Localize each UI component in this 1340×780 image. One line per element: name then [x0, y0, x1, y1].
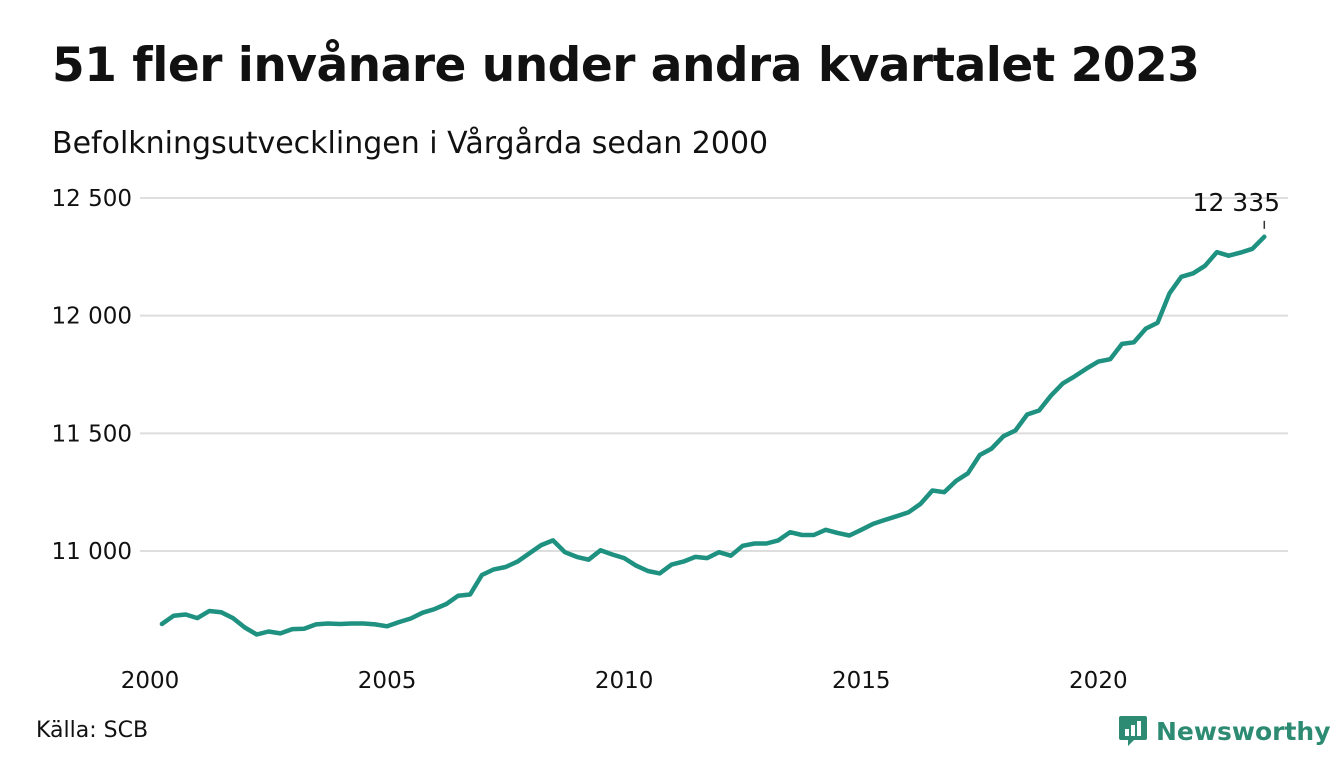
- x-tick-label: 2000: [121, 668, 180, 694]
- source-note: Källa: SCB: [36, 718, 149, 743]
- brand-name: Newsworthy: [1156, 716, 1331, 746]
- newsworthy-logo-icon: [1119, 716, 1147, 746]
- end-value-label: 12 335: [1193, 188, 1280, 217]
- chart-title: 51 fler invånare under andra kvartalet 2…: [52, 38, 1200, 93]
- y-tick-label: 12 000: [52, 304, 132, 330]
- x-tick-label: 2005: [358, 668, 417, 694]
- y-tick-label: 11 500: [52, 421, 132, 447]
- y-tick-label: 12 500: [52, 186, 132, 212]
- x-tick-label: 2020: [1069, 668, 1128, 694]
- brand-logo: Newsworthy: [1118, 714, 1331, 748]
- series-line: [159, 234, 1267, 637]
- x-tick-label: 2015: [832, 668, 891, 694]
- chart-subtitle: Befolkningsutvecklingen i Vårgårda sedan…: [52, 126, 769, 161]
- y-tick-label: 11 000: [52, 539, 132, 565]
- x-tick-label: 2010: [595, 668, 654, 694]
